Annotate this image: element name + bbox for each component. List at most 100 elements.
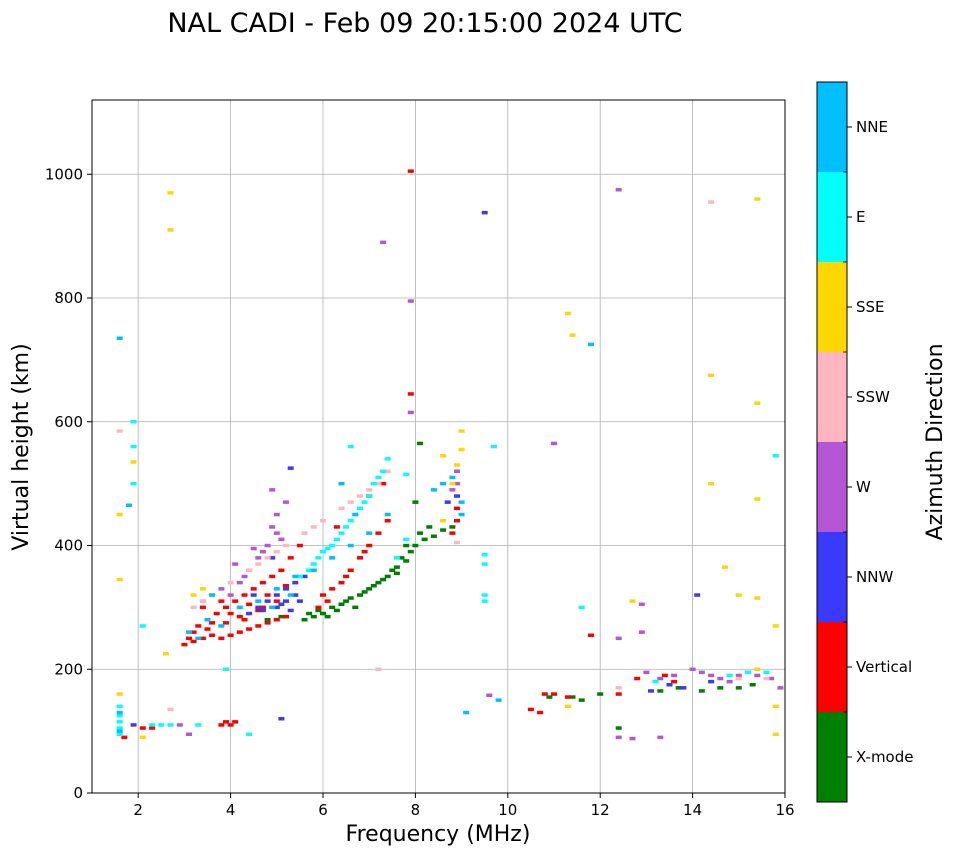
point-nnw [255, 605, 262, 610]
point-e [296, 574, 303, 579]
point-sse [440, 454, 447, 458]
point-vertical [296, 543, 303, 548]
point-ssw [167, 707, 174, 712]
point-vertical [338, 580, 345, 585]
point-e [310, 562, 317, 566]
point-ssw [255, 562, 262, 566]
point-vertical [454, 519, 460, 523]
point-w [777, 686, 784, 690]
point-e [481, 562, 488, 566]
point-ssw [375, 667, 382, 671]
x-tick-label: 6 [318, 801, 328, 819]
point-e [195, 723, 202, 727]
point-vertical [634, 676, 641, 681]
point-vertical [541, 692, 548, 696]
point-e [158, 723, 165, 727]
point-w [269, 488, 276, 492]
point-nne [116, 336, 123, 340]
point-sse [116, 512, 123, 517]
point-vertical [223, 720, 229, 724]
point-w [269, 525, 276, 529]
point-w [754, 673, 761, 678]
point-x-mode [343, 599, 350, 603]
point-e [726, 673, 733, 678]
point-x-mode [749, 683, 756, 687]
point-sse [754, 667, 761, 671]
point-w [708, 673, 715, 678]
point-vertical [218, 599, 225, 603]
point-nne [269, 605, 276, 610]
colorbar-segment-e [817, 172, 847, 262]
point-nnw [694, 593, 701, 597]
point-vertical [537, 710, 544, 715]
colorbar-label: Vertical [856, 658, 912, 676]
point-e [361, 500, 368, 504]
data-points [116, 169, 784, 741]
point-x-mode [338, 602, 345, 606]
point-vertical [227, 611, 234, 616]
y-tick-label: 400 [54, 537, 83, 555]
point-w [454, 481, 460, 486]
point-x-mode [315, 608, 322, 613]
y-tick-label: 0 [73, 784, 83, 802]
point-vertical [218, 636, 225, 641]
point-vertical [527, 707, 534, 712]
point-x-mode [375, 580, 382, 585]
point-e [116, 732, 123, 736]
point-w [726, 679, 733, 684]
point-e [403, 537, 410, 542]
point-nne [186, 630, 192, 634]
point-e [380, 469, 387, 473]
point-vertical [407, 392, 414, 396]
point-w [449, 488, 456, 492]
point-ssw [735, 676, 742, 681]
point-sse [564, 704, 571, 709]
point-vertical [190, 630, 197, 634]
point-nne [195, 636, 202, 641]
point-x-mode [347, 596, 354, 600]
point-sse [139, 735, 146, 740]
point-e [403, 472, 410, 477]
point-vertical [218, 723, 225, 727]
point-vertical [232, 720, 239, 724]
colorbar-label: SSW [856, 388, 890, 406]
point-ssw [454, 540, 460, 545]
point-nne [204, 618, 211, 622]
point-ssw [310, 525, 317, 529]
point-x-mode [546, 695, 553, 699]
point-w [227, 593, 234, 597]
point-x-mode [717, 686, 724, 690]
point-vertical [454, 506, 460, 511]
point-e [347, 444, 354, 449]
point-vertical [241, 593, 248, 597]
point-x-mode [329, 605, 336, 610]
point-e [481, 599, 488, 603]
point-w [241, 574, 248, 579]
point-vertical [223, 621, 229, 625]
point-vertical [269, 574, 276, 579]
point-x-mode [412, 543, 419, 548]
point-vertical [361, 549, 368, 554]
point-nnw [454, 494, 460, 498]
point-vertical [246, 602, 253, 606]
point-w [717, 676, 724, 681]
point-vertical [380, 481, 387, 486]
y-axis-label: Virtual height (km) [9, 343, 34, 550]
point-x-mode [569, 695, 576, 699]
point-vertical [407, 169, 414, 173]
point-w [638, 602, 645, 606]
point-vertical [329, 587, 336, 591]
point-x-mode [449, 525, 456, 529]
point-nne [463, 710, 470, 715]
point-x-mode [430, 534, 437, 538]
point-nne [449, 475, 456, 480]
point-vertical [320, 593, 326, 597]
point-vertical [615, 692, 622, 696]
colorbar-segment-sse [817, 262, 847, 352]
point-nnw [259, 608, 266, 613]
point-vertical [273, 599, 280, 603]
point-e [149, 723, 156, 727]
point-nne [384, 512, 391, 517]
point-e [167, 723, 174, 727]
point-vertical [149, 726, 156, 730]
